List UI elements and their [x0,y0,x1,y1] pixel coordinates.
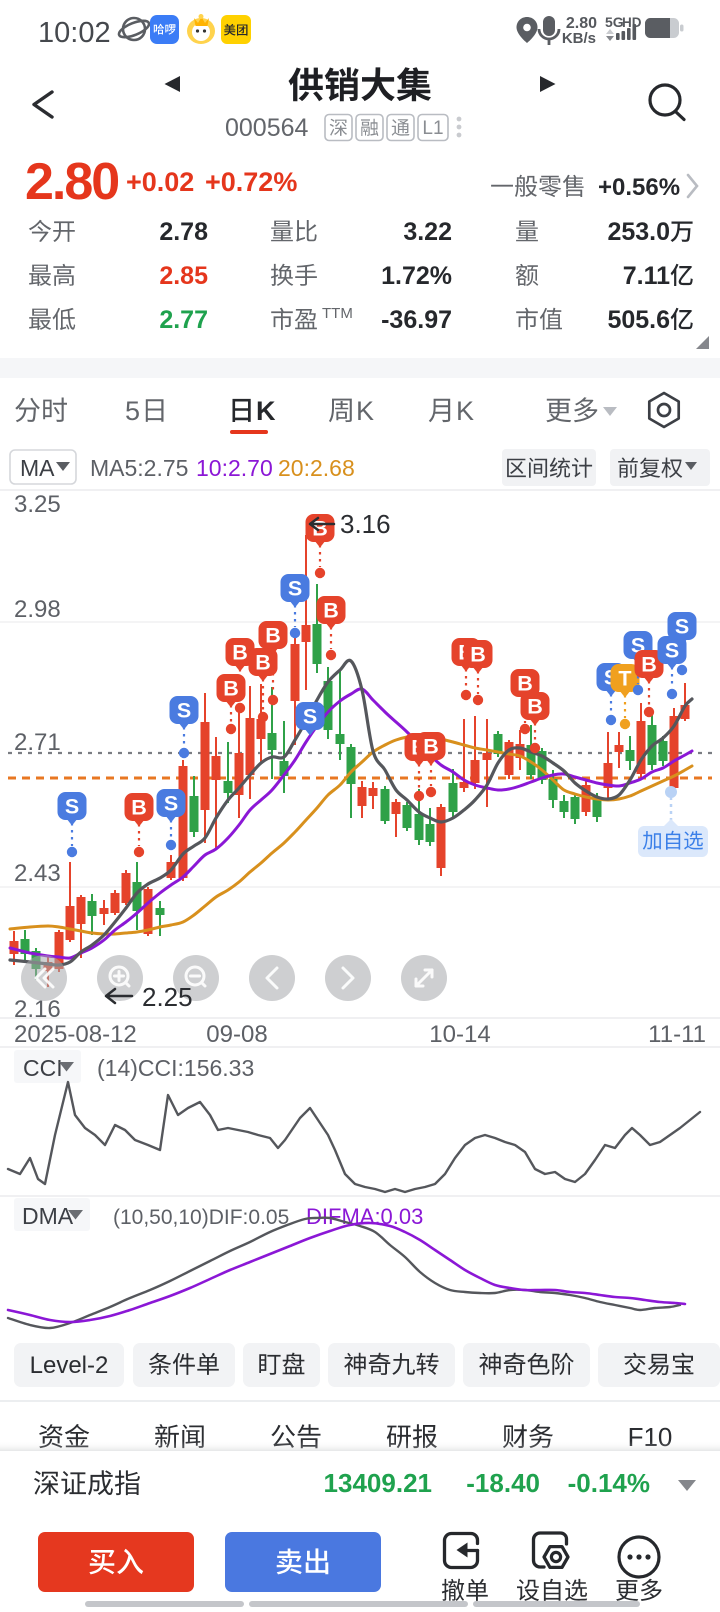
svg-text:1.72%: 1.72% [381,262,452,290]
svg-text:DMA: DMA [22,1203,74,1229]
svg-text:-36.97: -36.97 [381,306,452,334]
svg-text:KB/s: KB/s [562,30,596,47]
svg-text:000564: 000564 [225,114,309,142]
svg-text:T: T [618,667,631,691]
svg-text:(14)CCI:156.33: (14)CCI:156.33 [97,1055,254,1081]
svg-text:3.25: 3.25 [14,491,61,518]
svg-text:10:2.70: 10:2.70 [196,455,273,481]
svg-text:09-08: 09-08 [206,1021,267,1048]
svg-text:B: B [527,695,543,719]
svg-text:K: K [456,396,474,426]
svg-text:5: 5 [125,396,140,426]
svg-text:S: S [177,699,191,723]
svg-text:253.0: 253.0 [607,218,670,246]
svg-text:Level-2: Level-2 [30,1352,109,1379]
svg-text:2.80: 2.80 [25,153,118,211]
svg-text:B: B [517,672,533,696]
svg-text:B: B [323,599,339,623]
svg-text:S: S [288,577,302,601]
svg-text:B: B [255,651,271,675]
svg-text:+0.72%: +0.72% [205,167,297,197]
svg-text:K: K [356,396,374,426]
svg-text:B: B [131,796,147,820]
svg-text:7.11: 7.11 [623,262,670,290]
svg-text:HD: HD [622,15,642,30]
svg-text:13409.21: 13409.21 [324,1468,432,1498]
svg-text:S: S [675,615,689,639]
svg-text:10:02: 10:02 [38,17,111,49]
svg-text:3.22: 3.22 [403,218,452,246]
svg-text:+0.02: +0.02 [126,167,194,197]
svg-text:B: B [265,624,281,648]
svg-text:B: B [232,641,248,665]
svg-text:K: K [256,396,276,426]
svg-text:S: S [665,639,679,663]
svg-text:S: S [65,795,79,819]
svg-text:2.43: 2.43 [14,860,61,887]
svg-text:10-14: 10-14 [429,1021,490,1048]
svg-text:S: S [164,792,178,816]
svg-text:505.6: 505.6 [607,306,670,334]
svg-text:3.16: 3.16 [340,509,391,539]
svg-text:2.25: 2.25 [142,982,193,1012]
svg-text:5G: 5G [605,14,624,30]
svg-text:(10,50,10)DIF:0.05: (10,50,10)DIF:0.05 [113,1206,289,1229]
svg-text:MA5:2.75: MA5:2.75 [90,455,188,481]
svg-text:S: S [303,705,317,729]
svg-text:-18.40: -18.40 [466,1468,540,1498]
svg-text:+0.56%: +0.56% [598,174,680,201]
svg-text:L1: L1 [422,118,443,139]
svg-text:11-11: 11-11 [648,1021,706,1048]
svg-text:-0.14%: -0.14% [568,1468,650,1498]
svg-text:2.98: 2.98 [14,596,61,623]
svg-text:MA: MA [20,455,55,481]
svg-text:2.77: 2.77 [159,306,208,334]
svg-text:TTM: TTM [322,305,353,322]
svg-text:2025-08-12: 2025-08-12 [14,1021,137,1048]
svg-text:B: B [312,517,328,541]
svg-text:2.16: 2.16 [14,996,61,1023]
svg-text:B: B [470,643,486,667]
svg-text:B: B [223,677,239,701]
svg-text:20:2.68: 20:2.68 [278,455,355,481]
svg-text:CCI: CCI [23,1055,63,1081]
svg-text:B: B [423,735,439,759]
svg-text:B: B [641,653,657,677]
svg-text:2.80: 2.80 [566,15,597,32]
svg-text:2.71: 2.71 [14,729,61,756]
svg-text:2.85: 2.85 [159,262,208,290]
svg-text:2.78: 2.78 [159,218,208,246]
